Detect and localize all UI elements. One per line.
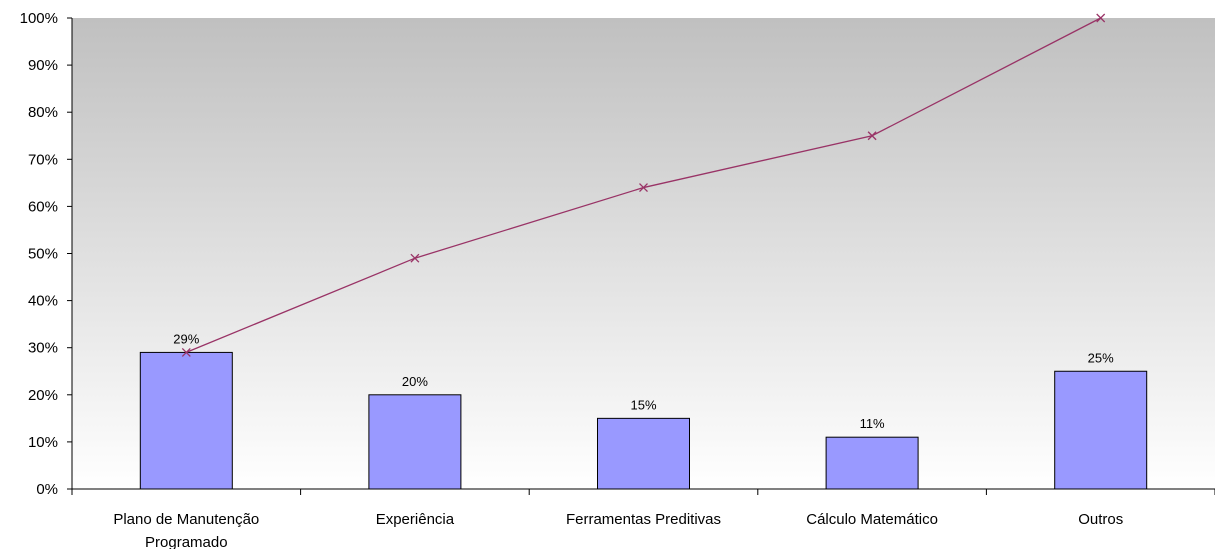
bar-data-label: 29% — [173, 331, 199, 346]
y-tick-label: 60% — [28, 198, 58, 215]
y-tick-label: 50% — [28, 246, 58, 263]
x-axis: Plano de Manutenção Programado Experiência… — [71, 488, 1215, 549]
cumulative-line-series — [181, 13, 1106, 357]
bar-data-label: 11% — [860, 416, 885, 431]
line-point-marker — [867, 131, 877, 141]
bar — [368, 394, 462, 490]
bar — [825, 436, 919, 490]
y-tick-label: 100% — [20, 10, 58, 27]
line-point-marker — [639, 183, 648, 193]
y-axis: 0% 10% 20% 30% 40% 50% 60% 70% 80% 90% 100% — [20, 10, 73, 498]
bar-data-label: 25% — [1088, 350, 1114, 365]
bar-data-label: 20% — [402, 374, 428, 389]
plot-area — [72, 18, 1215, 489]
y-tick-label: 40% — [28, 293, 58, 310]
y-tick-label: 0% — [36, 481, 58, 498]
y-tick-label: 70% — [28, 151, 58, 168]
x-category-label: Plano de Manutenção Programado — [113, 511, 259, 549]
bar-data-labels: 29% 20% 15% 11% 25% — [173, 331, 1114, 431]
y-tick-label: 30% — [28, 340, 58, 357]
y-tick-label: 80% — [28, 104, 58, 121]
bar-series — [139, 351, 1148, 490]
line-point-marker — [1096, 13, 1106, 23]
line-point-marker — [410, 253, 420, 263]
x-category-label: Cálculo Matemático — [806, 511, 938, 528]
x-category-label: Experiência — [376, 511, 455, 528]
bar — [1054, 370, 1148, 490]
y-tick-label: 10% — [28, 434, 58, 451]
line-point-marker — [181, 347, 191, 357]
x-category-label: Outros — [1078, 511, 1123, 528]
bar — [139, 351, 233, 490]
x-category-label: Ferramentas Preditivas — [566, 511, 721, 528]
y-tick-label: 90% — [28, 57, 58, 74]
bar-data-label: 15% — [630, 397, 656, 412]
bar — [597, 417, 690, 490]
y-tick-label: 20% — [28, 387, 58, 404]
